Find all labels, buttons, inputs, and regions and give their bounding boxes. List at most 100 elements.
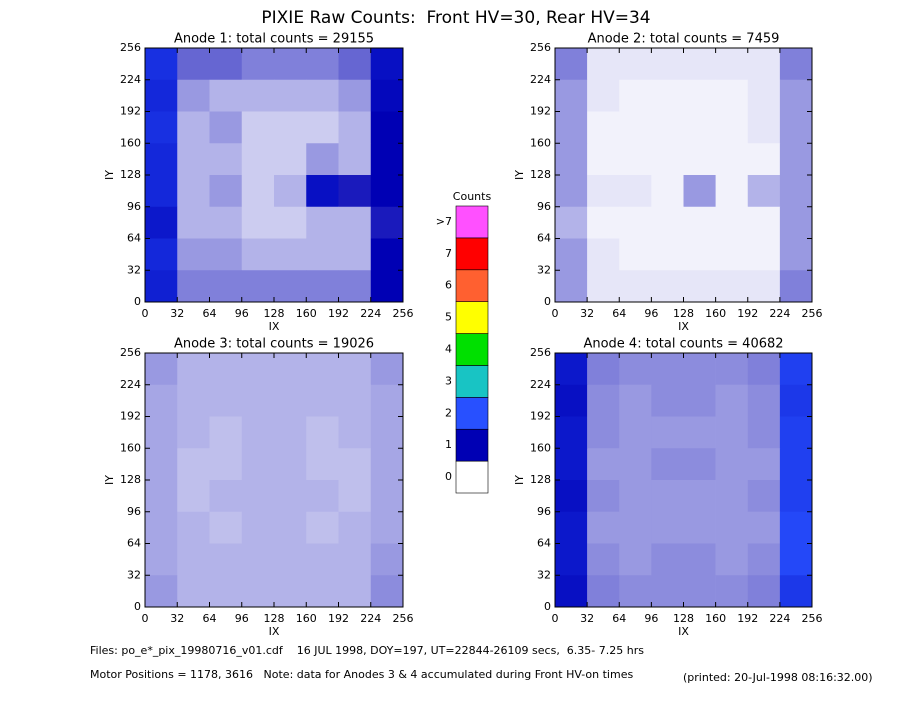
y-tick-label: 128: [120, 473, 141, 486]
heat-cell: [241, 48, 275, 81]
heat-cell: [338, 384, 372, 417]
heat-cell: [241, 384, 275, 417]
heat-cell: [715, 511, 749, 544]
heat-cell: [619, 384, 652, 417]
heat-cell: [274, 238, 307, 271]
heat-cell: [587, 384, 620, 417]
heat-cell: [683, 206, 716, 239]
heat-cell: [241, 206, 275, 239]
x-tick-label: 0: [142, 307, 149, 320]
heat-cell: [306, 353, 339, 386]
colorbar-label: >7: [436, 215, 452, 228]
heat-cell: [651, 543, 684, 576]
heat-cell: [306, 111, 339, 144]
colorbar-label: 4: [445, 343, 452, 356]
y-tick-label: 0: [544, 295, 551, 308]
heat-cell: [651, 175, 684, 208]
heat-cell: [747, 416, 781, 449]
heat-cell: [209, 543, 243, 576]
heat-cell: [587, 111, 620, 144]
heat-cell: [274, 448, 307, 481]
x-tick-label: 0: [142, 612, 149, 625]
heat-cell: [619, 270, 652, 303]
y-tick-label: 192: [530, 105, 551, 118]
heat-cell: [306, 143, 339, 176]
heat-cell: [177, 384, 210, 417]
heat-cell: [241, 448, 275, 481]
heat-cell: [779, 384, 813, 417]
colorbar-cell: [455, 301, 489, 334]
y-tick-label: 64: [127, 537, 141, 550]
heat-cell: [338, 270, 372, 303]
y-tick-label: 256: [120, 41, 141, 54]
heat-cell: [370, 448, 404, 481]
heat-cell: [651, 79, 684, 112]
y-tick-label: 192: [530, 410, 551, 423]
heat-cell: [241, 238, 275, 271]
heat-cell: [145, 79, 178, 112]
heat-cell: [683, 353, 716, 386]
heat-cell: [274, 111, 307, 144]
heat-cell: [779, 175, 813, 208]
heat-cell: [747, 353, 781, 386]
heat-cell: [338, 416, 372, 449]
heat-cell: [747, 143, 781, 176]
heat-cell: [338, 79, 372, 112]
y-tick-label: 32: [127, 263, 141, 276]
colorbar-label: 0: [445, 470, 452, 483]
heat-cell: [241, 111, 275, 144]
heat-cell: [779, 111, 813, 144]
heat-cell: [715, 270, 749, 303]
heat-cell: [306, 175, 339, 208]
x-tick-label: 160: [296, 612, 317, 625]
heat-cell: [145, 353, 178, 386]
heat-cell: [241, 143, 275, 176]
x-tick-label: 192: [328, 612, 349, 625]
footer-files: Files: po_e*_pix_19980716_v01.cdf 16 JUL…: [90, 644, 644, 657]
footer-printed: (printed: 20-Jul-1998 08:16:32.00): [683, 671, 873, 684]
heat-cell: [370, 543, 404, 576]
heat-cell: [555, 48, 588, 81]
heat-cell: [209, 416, 243, 449]
heat-cell: [209, 175, 243, 208]
x-tick-label: 64: [203, 307, 217, 320]
y-tick-label: 224: [120, 73, 141, 86]
heat-cell: [651, 270, 684, 303]
heat-cell: [715, 353, 749, 386]
y-tick-label: 192: [120, 410, 141, 423]
heat-cell: [209, 448, 243, 481]
heat-cell: [779, 206, 813, 239]
heat-cell: [779, 79, 813, 112]
heat-cell: [274, 384, 307, 417]
x-tick-label: 32: [170, 307, 184, 320]
heat-cell: [338, 511, 372, 544]
y-axis-label: IY: [513, 475, 526, 485]
heat-cell: [306, 206, 339, 239]
heat-cell: [274, 416, 307, 449]
x-tick-label: 96: [644, 307, 658, 320]
heat-cell: [715, 543, 749, 576]
heat-cell: [145, 143, 178, 176]
heat-cell: [370, 79, 404, 112]
heat-cell: [555, 143, 588, 176]
heat-cell: [338, 206, 372, 239]
heat-cell: [241, 511, 275, 544]
y-axis-label: IY: [513, 170, 526, 180]
heat-cell: [587, 416, 620, 449]
heat-cell: [555, 79, 588, 112]
heat-cell: [177, 353, 210, 386]
heat-cell: [177, 143, 210, 176]
colorbar-cell: [455, 205, 489, 239]
heat-cell: [651, 238, 684, 271]
x-tick-label: 128: [673, 307, 694, 320]
y-axis-label: IY: [103, 475, 116, 485]
heat-cell: [306, 270, 339, 303]
heat-cell: [209, 206, 243, 239]
chart-title: PIXIE Raw Counts: Front HV=30, Rear HV=3…: [261, 8, 650, 28]
heat-cell: [241, 575, 275, 608]
heat-cell: [370, 143, 404, 176]
heat-cell: [651, 511, 684, 544]
heat-cell: [370, 575, 404, 608]
heat-cell: [177, 175, 210, 208]
heat-cell: [587, 448, 620, 481]
